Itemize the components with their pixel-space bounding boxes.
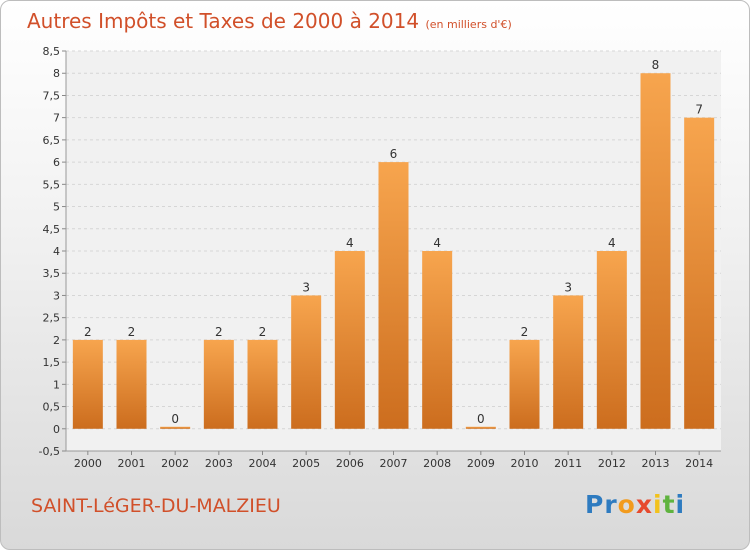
bar (334, 251, 365, 429)
logo-letter: i (653, 490, 663, 519)
y-tick-label: 8 (53, 67, 60, 80)
y-tick-label: 7,5 (43, 89, 61, 102)
chart-title: Autres Impôts et Taxes de 2000 à 2014 (e… (27, 9, 512, 33)
x-tick-label: 2012 (598, 457, 626, 470)
chart-title-text: Autres Impôts et Taxes de 2000 à 2014 (27, 9, 420, 33)
logo-letter: i (675, 490, 686, 519)
y-tick-label: 0,5 (43, 401, 61, 414)
y-tick-label: 8,5 (43, 45, 61, 58)
bar (116, 339, 147, 429)
data-label: 0 (171, 412, 179, 426)
x-tick-label: 2001 (118, 457, 146, 470)
logo-letter: x (635, 490, 653, 519)
bar (684, 117, 715, 429)
x-tick-label: 2010 (511, 457, 539, 470)
city-name: SAINT-LéGER-DU-MALZIEU (31, 495, 281, 517)
y-tick-label: 1 (53, 378, 60, 391)
data-label: 2 (84, 325, 92, 339)
y-tick-label: 2,5 (43, 312, 61, 325)
data-label: 6 (390, 147, 398, 161)
data-label: 2 (259, 325, 267, 339)
x-tick-label: 2007 (380, 457, 408, 470)
bar (640, 73, 671, 429)
y-tick-label: 2 (53, 334, 60, 347)
data-label: 2 (215, 325, 223, 339)
y-tick-label: 4 (53, 245, 60, 258)
logo-letter: r (604, 490, 618, 519)
x-tick-label: 2011 (554, 457, 582, 470)
x-tick-label: 2002 (161, 457, 189, 470)
x-tick-label: 2008 (423, 457, 451, 470)
y-tick-label: -0,5 (39, 445, 60, 458)
bar (203, 339, 234, 429)
data-label: 4 (433, 236, 441, 250)
y-tick-label: 1,5 (43, 356, 61, 369)
bar (291, 295, 322, 429)
y-tick-label: 6 (53, 156, 60, 169)
data-label: 8 (652, 58, 660, 72)
bar (72, 339, 103, 429)
bar (378, 162, 409, 429)
data-label: 2 (521, 325, 529, 339)
bar (160, 426, 191, 429)
y-tick-label: 3 (53, 289, 60, 302)
x-tick-label: 2003 (205, 457, 233, 470)
logo-letter: P (585, 490, 605, 519)
x-tick-label: 2013 (642, 457, 670, 470)
data-label: 7 (695, 103, 703, 117)
x-tick-label: 2004 (249, 457, 277, 470)
bar (247, 339, 278, 429)
data-label: 0 (477, 412, 485, 426)
y-tick-label: 7 (53, 112, 60, 125)
data-label: 4 (608, 236, 616, 250)
y-tick-label: 3,5 (43, 267, 61, 280)
y-tick-label: 4,5 (43, 223, 61, 236)
logo-letter: o (617, 490, 636, 519)
logo-letter: t (662, 490, 676, 519)
x-tick-label: 2000 (74, 457, 102, 470)
x-tick-label: 2009 (467, 457, 495, 470)
proxiti-logo: Proxiti (585, 490, 685, 519)
bar (465, 426, 496, 429)
bar (422, 251, 453, 429)
x-tick-label: 2014 (685, 457, 713, 470)
data-label: 3 (302, 280, 310, 294)
y-tick-label: 0 (53, 423, 60, 436)
bar (509, 339, 540, 429)
y-tick-label: 5 (53, 201, 60, 214)
x-tick-label: 2005 (292, 457, 320, 470)
y-tick-label: 5,5 (43, 178, 61, 191)
bar (596, 251, 627, 429)
bar (553, 295, 584, 429)
data-label: 3 (564, 280, 572, 294)
x-tick-label: 2006 (336, 457, 364, 470)
y-tick-label: 6,5 (43, 134, 61, 147)
data-label: 4 (346, 236, 354, 250)
data-label: 2 (128, 325, 136, 339)
chart-unit: (en milliers d'€) (425, 18, 512, 31)
